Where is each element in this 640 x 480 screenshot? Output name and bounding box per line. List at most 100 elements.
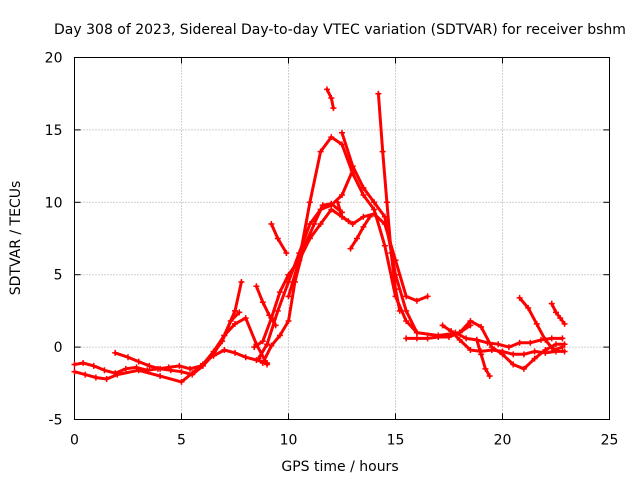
data-point [317,221,324,228]
data-point [360,192,367,199]
data-point [82,371,89,378]
data-point [467,318,474,325]
data-point [133,364,140,371]
data-point [448,328,455,335]
data-point [251,344,258,351]
data-point [210,352,217,359]
data-point [366,213,373,220]
data-point [339,141,345,148]
y-tick-label: 10 [45,195,63,211]
data-point [371,206,378,213]
data-point [242,354,249,361]
data-point [553,309,559,316]
data-point [499,348,506,355]
series-arc-13 [375,90,403,314]
data-point [435,333,442,340]
data-point [255,355,262,362]
data-point [259,338,266,345]
data-point [236,309,243,316]
data-point [561,348,568,355]
data-point [276,289,283,296]
series-line [475,338,492,378]
data-point [122,365,129,372]
data-point [392,286,399,293]
data-point [360,184,367,191]
data-point [557,315,564,322]
series-line [550,302,567,326]
data-point [473,336,480,343]
data-point [347,245,354,252]
data-point [242,315,249,322]
data-point [339,213,345,220]
y-tick-label: 15 [45,123,63,139]
data-point [71,361,78,368]
series-arc-5 [253,283,279,329]
data-point [510,351,517,358]
data-point [371,199,378,206]
data-point [396,307,403,314]
data-point [488,346,495,353]
data-point [482,365,489,372]
data-point [112,370,119,377]
data-point [553,341,559,348]
data-point [531,348,538,355]
x-tick-label: 10 [280,433,298,449]
data-point [167,367,174,374]
data-point [80,360,87,367]
data-point [189,371,196,378]
data-point [520,351,527,358]
data-point [199,362,206,369]
data-point [178,368,185,375]
data-point [424,293,431,300]
data-point [456,336,463,343]
ticks: 0 5 10 15 20 25 -5 0 5 10 15 20 [45,51,619,449]
data-point [259,360,266,367]
series-arc-17 [439,322,568,358]
data-point [268,342,275,349]
data-point [452,329,459,336]
data-point [232,320,238,327]
data-point [424,335,431,342]
data-point [221,346,228,353]
data-point [92,374,99,381]
data-point [71,368,78,375]
data-point [561,320,568,327]
data-point [478,351,485,358]
data-point [125,354,131,361]
x-axis-label: GPS time / hours [281,459,398,475]
series-line [73,316,269,384]
data-point [187,365,194,372]
data-point [360,213,367,220]
series-arc-10 [268,221,290,256]
data-point [328,95,335,102]
data-point [328,206,335,213]
data-point [176,362,183,369]
data-point [157,365,164,372]
data-point [157,373,164,380]
data-point [306,199,313,206]
data-point [330,105,337,112]
data-point [525,305,532,312]
data-point [339,129,345,136]
data-point [268,221,275,228]
data-point [101,367,108,374]
data-point [306,235,313,242]
data-point [324,86,331,93]
data-point [178,378,185,385]
data-point [232,307,238,314]
y-tick-label: 0 [54,340,63,356]
data-point [413,335,420,342]
data-point [90,362,97,369]
x-tick-label: 0 [70,433,79,449]
data-point [413,297,420,304]
data-point [103,375,110,382]
data-point [510,361,517,368]
data-point [463,335,470,342]
series-group [71,86,568,385]
series-arc-15 [347,213,373,252]
data-point [542,349,549,356]
data-point [381,242,388,249]
y-axis-label: SDTVAR / TECUs [8,181,24,296]
data-point [550,346,557,353]
